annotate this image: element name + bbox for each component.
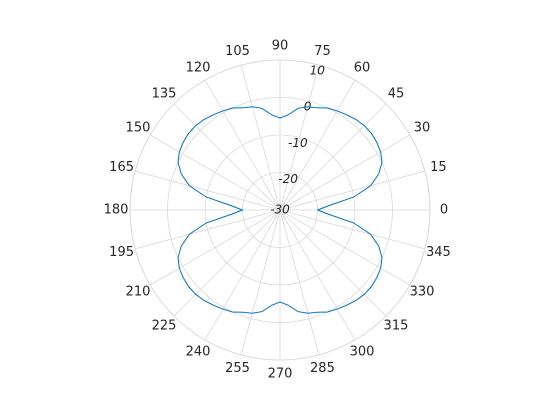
grid-spoke bbox=[279, 209, 387, 317]
grid-spoke bbox=[240, 65, 281, 211]
theta-tick-label: 15 bbox=[430, 160, 447, 175]
grid-spoke bbox=[173, 209, 281, 317]
theta-tick-label: 285 bbox=[310, 361, 335, 376]
theta-tick-label: 210 bbox=[126, 285, 151, 300]
theta-tick-label: 75 bbox=[314, 44, 331, 59]
theta-tick-label: 150 bbox=[126, 121, 151, 136]
theta-tick-label: 30 bbox=[414, 121, 431, 136]
grid-spoke bbox=[204, 209, 281, 341]
theta-tick-label: 45 bbox=[388, 87, 405, 102]
grid-spoke bbox=[279, 103, 387, 211]
theta-tick-label: 240 bbox=[186, 345, 211, 360]
theta-tick-label: 315 bbox=[384, 318, 409, 333]
r-tick-label: -30 bbox=[270, 203, 290, 217]
grid-spoke bbox=[204, 79, 281, 211]
theta-tick-label: 255 bbox=[225, 361, 250, 376]
grid-spoke bbox=[149, 134, 281, 211]
grid-spoke bbox=[279, 209, 356, 341]
theta-tick-label: 135 bbox=[152, 87, 177, 102]
r-tick-label: -20 bbox=[278, 172, 298, 186]
theta-tick-label: 120 bbox=[186, 60, 211, 75]
theta-tick-label: 345 bbox=[426, 245, 451, 260]
theta-tick-label: 90 bbox=[272, 39, 289, 54]
theta-tick-label: 330 bbox=[410, 285, 435, 300]
theta-tick-label: 60 bbox=[354, 60, 371, 75]
theta-tick-label: 0 bbox=[440, 203, 448, 218]
grid-spoke bbox=[135, 170, 281, 211]
grid-spoke bbox=[279, 134, 411, 211]
theta-tick-label: 300 bbox=[350, 345, 375, 360]
grid-spoke bbox=[240, 209, 281, 355]
grid-spoke bbox=[279, 65, 320, 211]
theta-tick-label: 165 bbox=[109, 160, 134, 175]
theta-tick-label: 105 bbox=[225, 44, 250, 59]
grid-spoke bbox=[149, 209, 281, 286]
grid-spoke bbox=[279, 209, 425, 250]
grid-spoke bbox=[279, 209, 320, 355]
grid-spoke bbox=[279, 170, 425, 211]
grid-spoke bbox=[173, 103, 281, 211]
grid-spoke bbox=[279, 79, 356, 211]
grid-spoke bbox=[279, 209, 411, 286]
theta-tick-label: 195 bbox=[109, 245, 134, 260]
r-tick-label: -10 bbox=[288, 136, 308, 150]
r-tick-label: 10 bbox=[310, 63, 326, 77]
theta-tick-label: 180 bbox=[104, 203, 129, 218]
grid-spoke bbox=[135, 209, 281, 250]
theta-tick-label: 270 bbox=[268, 367, 293, 382]
theta-tick-label: 225 bbox=[152, 318, 177, 333]
data-line bbox=[177, 106, 383, 314]
